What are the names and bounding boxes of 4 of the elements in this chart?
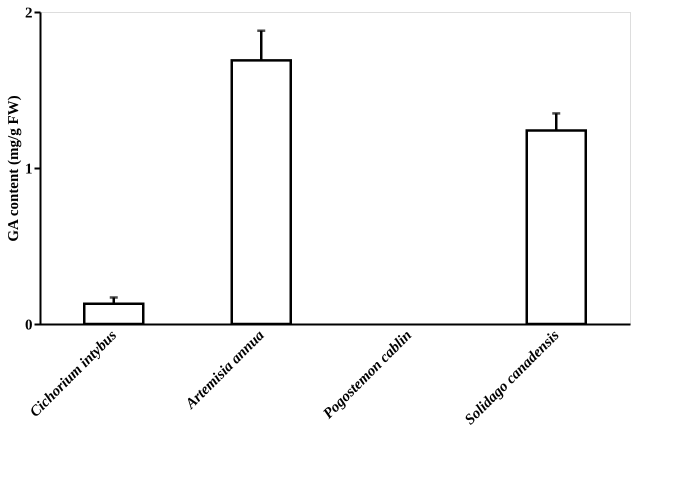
y-tick-label: 0 [25, 318, 32, 334]
y-tick-label: 1 [25, 162, 32, 178]
y-axis-title: GA content (mg/g FW) [6, 95, 22, 242]
y-tick-label: 2 [25, 6, 32, 22]
